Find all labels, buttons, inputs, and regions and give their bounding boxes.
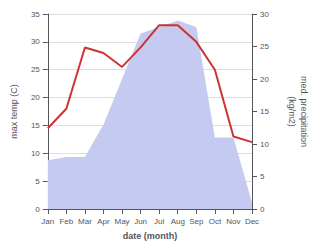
svg-text:20: 20 (31, 93, 40, 102)
svg-text:25: 25 (31, 65, 40, 74)
svg-text:date (month): date (month) (123, 231, 178, 241)
svg-text:0: 0 (260, 205, 265, 214)
svg-text:Oct: Oct (209, 217, 222, 226)
svg-text:0: 0 (35, 205, 40, 214)
svg-text:max temp (C): max temp (C) (9, 84, 19, 139)
svg-text:Jul: Jul (154, 217, 164, 226)
svg-text:20: 20 (260, 75, 269, 84)
svg-text:Dec: Dec (245, 217, 259, 226)
svg-text:5: 5 (260, 172, 265, 181)
svg-text:15: 15 (31, 121, 40, 130)
svg-text:Mar: Mar (78, 217, 92, 226)
svg-text:(kg/m2): (kg/m2) (287, 96, 297, 127)
svg-text:Nov: Nov (226, 217, 240, 226)
svg-text:May: May (114, 217, 129, 226)
svg-text:30: 30 (260, 10, 269, 19)
svg-text:Feb: Feb (59, 217, 73, 226)
svg-text:med. precipitation: med. precipitation (299, 76, 309, 147)
svg-text:Jan: Jan (41, 217, 54, 226)
svg-text:Apr: Apr (97, 217, 110, 226)
svg-text:Sep: Sep (189, 217, 204, 226)
svg-text:35: 35 (31, 10, 40, 19)
svg-text:5: 5 (35, 177, 40, 186)
svg-text:15: 15 (260, 107, 269, 116)
svg-text:Jun: Jun (134, 217, 147, 226)
svg-text:30: 30 (31, 37, 40, 46)
svg-text:10: 10 (31, 149, 40, 158)
svg-text:10: 10 (260, 140, 269, 149)
svg-text:25: 25 (260, 42, 269, 51)
svg-text:Aug: Aug (171, 217, 185, 226)
